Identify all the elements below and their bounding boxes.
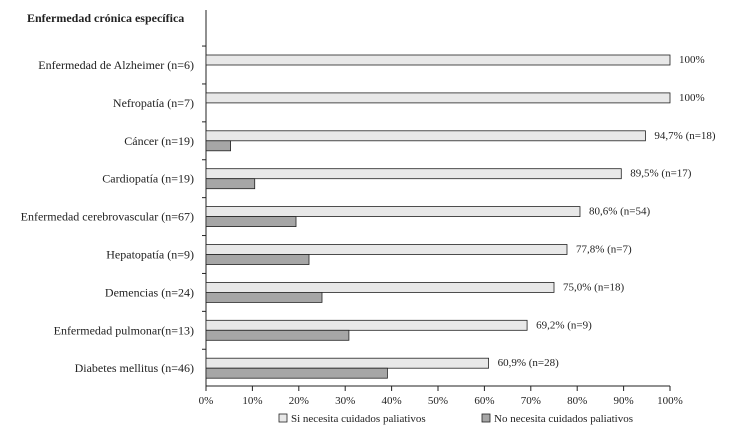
category-label: Enfermedad de Alzheimer (n=6)	[38, 58, 194, 72]
data-label: 80,6% (n=54)	[589, 206, 651, 218]
bar-si-necesita	[205, 357, 489, 369]
legend-swatch-si	[278, 413, 288, 423]
category-label: Enfermedad pulmonar(n=13)	[54, 323, 194, 337]
legend: Si necesita cuidados paliativos No necesi…	[278, 413, 633, 425]
bar-no-necesita	[205, 254, 310, 265]
bar-no-necesita	[205, 216, 297, 228]
bar-si-necesita	[205, 168, 622, 180]
category-label: Demencias (n=24)	[105, 285, 194, 299]
data-label: 60,9% (n=28)	[498, 357, 560, 369]
bar-si-necesita	[205, 244, 568, 255]
x-tick-label: 40%	[382, 395, 402, 407]
bar-si-necesita	[205, 54, 671, 66]
bar-si-necesita	[205, 281, 555, 293]
bar-no-necesita	[205, 291, 323, 303]
legend-label-no: No necesita cuidados paliativos	[494, 413, 633, 425]
x-tick-label: 90%	[614, 395, 634, 407]
legend-label-si: Si necesita cuidados paliativos	[291, 413, 426, 425]
x-tick-label: 50%	[428, 395, 448, 407]
bar-si-necesita	[205, 92, 671, 104]
bar-si-necesita	[205, 206, 581, 218]
x-tick-label: 20%	[289, 395, 309, 407]
category-label: Nefropatía (n=7)	[113, 96, 194, 110]
plot-area: 0% 10% 20% 30% 40% 50% 60% 70% 80% 90% 100% Enferme…	[21, 10, 716, 407]
x-tick-label: 80%	[567, 395, 587, 407]
category-label: Hepatopatía (n=9)	[106, 248, 194, 262]
bar-no-necesita	[205, 178, 256, 190]
data-label: 94,7% (n=18)	[654, 130, 716, 142]
x-tick-label: 70%	[521, 395, 541, 407]
category-label: Enfermedad cerebrovascular (n=67)	[21, 210, 194, 224]
data-label: 89,5% (n=17)	[630, 168, 692, 180]
legend-swatch-no	[481, 413, 491, 423]
bar-no-necesita	[205, 367, 388, 379]
bar-si-necesita	[205, 319, 528, 331]
category-label: Cardiopatía (n=19)	[102, 172, 194, 186]
data-label: 100%	[679, 92, 705, 104]
x-tick-label: 0%	[199, 395, 214, 407]
bar-no-necesita	[205, 329, 350, 341]
bar-no-necesita	[205, 140, 231, 152]
data-label: 69,2% (n=9)	[536, 319, 592, 331]
data-label: 100%	[679, 54, 705, 66]
category-label: Cáncer (n=19)	[124, 134, 194, 148]
x-tick-label: 30%	[335, 395, 355, 407]
chart-title: Enfermedad crónica específica	[27, 11, 184, 25]
data-label: 75,0% (n=18)	[563, 281, 625, 293]
x-tick-label: 10%	[242, 395, 262, 407]
data-label: 77,8% (n=7)	[576, 244, 632, 256]
category-label: Diabetes mellitus (n=46)	[75, 361, 194, 375]
x-tick-label: 100%	[657, 395, 683, 407]
x-tick-label: 60%	[474, 395, 494, 407]
bar-si-necesita	[205, 130, 646, 142]
